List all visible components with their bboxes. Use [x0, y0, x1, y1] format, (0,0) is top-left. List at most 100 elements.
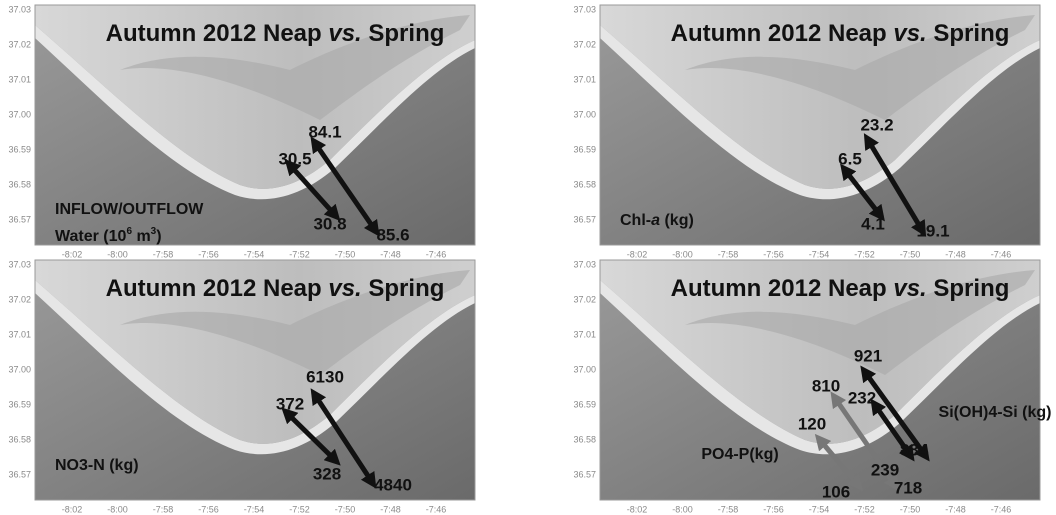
lon-label: -7:54: [809, 249, 830, 259]
variable-label: NO3-N (kg): [55, 457, 139, 474]
flux-value: 921: [854, 346, 882, 365]
flux-value: 106: [822, 482, 850, 501]
lat-label: 36.57: [8, 214, 31, 224]
lat-label: 36.58: [8, 179, 31, 189]
lat-label: 36.59: [573, 399, 596, 409]
lon-label: -7:46: [991, 249, 1012, 259]
flux-value: 4840: [374, 475, 412, 494]
flux-value: 718: [894, 478, 922, 497]
lat-label: 36.59: [8, 144, 31, 154]
lon-label: -7:46: [991, 504, 1012, 514]
map-panel: 37.0337.0237.0137.0036.5936.5836.57-8:02…: [573, 4, 1040, 259]
lat-label: 36.57: [8, 469, 31, 479]
lon-label: -8:00: [107, 249, 128, 259]
title-part: Spring: [362, 275, 445, 302]
lat-label: 36.58: [573, 179, 596, 189]
lon-label: -7:56: [198, 504, 219, 514]
flux-value: 84.1: [308, 122, 341, 141]
title-part: vs.: [328, 275, 361, 302]
lon-label: -7:52: [854, 504, 875, 514]
flux-value: 23.2: [860, 115, 893, 134]
lat-label: 37.03: [8, 259, 31, 269]
variable-label: Water (106 m3): [55, 226, 162, 246]
lon-label: -8:00: [672, 504, 693, 514]
lat-label: 37.00: [573, 109, 596, 119]
lon-label: -7:54: [244, 249, 265, 259]
flux-value: 884: [900, 440, 929, 459]
title-part: Autumn 2012 Neap: [106, 20, 329, 47]
variable-label: INFLOW/OUTFLOW: [55, 201, 204, 218]
label-part: a: [651, 212, 660, 229]
lat-label: 36.57: [573, 469, 596, 479]
flux-value: 4.1: [861, 214, 885, 233]
lat-label: 37.03: [573, 259, 596, 269]
lon-label: -8:02: [627, 249, 648, 259]
label-part: Chl-: [620, 212, 651, 229]
lon-label: -8:02: [62, 504, 83, 514]
label-part: PO4-P(kg): [701, 446, 778, 463]
lat-label: 37.00: [8, 364, 31, 374]
title-part: vs.: [893, 20, 926, 47]
title-part: Spring: [927, 20, 1010, 47]
label-part: (kg): [660, 212, 694, 229]
lon-label: -7:52: [289, 249, 310, 259]
lon-label: -7:58: [718, 504, 739, 514]
label-part: NO3-N (kg): [55, 457, 139, 474]
lon-label: -7:54: [809, 504, 830, 514]
flux-value: 810: [812, 376, 840, 395]
title-part: Autumn 2012 Neap: [671, 20, 894, 47]
lon-label: -7:58: [153, 249, 174, 259]
lon-label: -7:46: [426, 504, 447, 514]
lat-label: 36.58: [8, 434, 31, 444]
label-part: INFLOW/OUTFLOW: [55, 201, 204, 218]
title-part: Autumn 2012 Neap: [671, 275, 894, 302]
lat-label: 36.57: [573, 214, 596, 224]
flux-value: 30.5: [278, 149, 311, 168]
flux-value: 6.5: [838, 149, 862, 168]
lat-label: 37.03: [573, 4, 596, 14]
variable-label: PO4-P(kg): [701, 446, 778, 463]
lon-label: -8:02: [62, 249, 83, 259]
lon-label: -7:56: [763, 504, 784, 514]
lat-label: 37.00: [8, 109, 31, 119]
lon-label: -7:56: [763, 249, 784, 259]
figure: 37.03 37.02 37.01 37.00 36.59 36.58 36.57 -8:02…: [0, 0, 1056, 515]
lon-label: -7:48: [945, 249, 966, 259]
title-part: vs.: [893, 275, 926, 302]
lon-label: -7:46: [426, 249, 447, 259]
map-panel: 37.0337.0237.0137.0036.5936.5836.57-8:02…: [8, 259, 475, 514]
variable-label: Si(OH)4-Si (kg): [939, 404, 1052, 421]
lon-label: -8:00: [107, 504, 128, 514]
variable-label: Chl-a (kg): [620, 212, 694, 229]
flux-value: 328: [313, 464, 341, 483]
lat-label: 37.01: [8, 74, 31, 84]
lat-label: 36.59: [8, 399, 31, 409]
map-panel: 37.0337.0237.0137.0036.5936.5836.57-8:02…: [573, 259, 1051, 514]
lon-label: -7:48: [945, 504, 966, 514]
flux-value: 19.1: [916, 221, 949, 240]
lat-label: 37.01: [8, 329, 31, 339]
flux-value: 232: [848, 388, 876, 407]
lat-label: 37.00: [573, 364, 596, 374]
lat-label: 37.02: [8, 39, 31, 49]
flux-value: 6130: [306, 367, 344, 386]
flux-value: 239: [871, 460, 899, 479]
flux-value: 85.6: [376, 225, 409, 244]
lon-label: -7:50: [900, 249, 921, 259]
lat-label: 36.59: [573, 144, 596, 154]
lat-label: 37.03: [8, 4, 31, 14]
lon-label: -8:02: [627, 504, 648, 514]
panel-title: Autumn 2012 Neap vs. Spring: [671, 275, 1010, 302]
lon-label: -7:48: [380, 249, 401, 259]
flux-value: 372: [276, 394, 304, 413]
lat-label: 37.01: [573, 329, 596, 339]
lon-label: -7:58: [718, 249, 739, 259]
lon-label: -7:58: [153, 504, 174, 514]
label-part: Water (10: [55, 228, 127, 245]
map-panel: 37.03 37.02 37.01 37.00 36.59 36.58 36.57 -8:02…: [8, 4, 475, 259]
title-part: Autumn 2012 Neap: [106, 275, 329, 302]
label-part: m: [132, 228, 151, 245]
title-part: Spring: [927, 275, 1010, 302]
lat-label: 36.58: [573, 434, 596, 444]
lat-label: 37.01: [573, 74, 596, 84]
